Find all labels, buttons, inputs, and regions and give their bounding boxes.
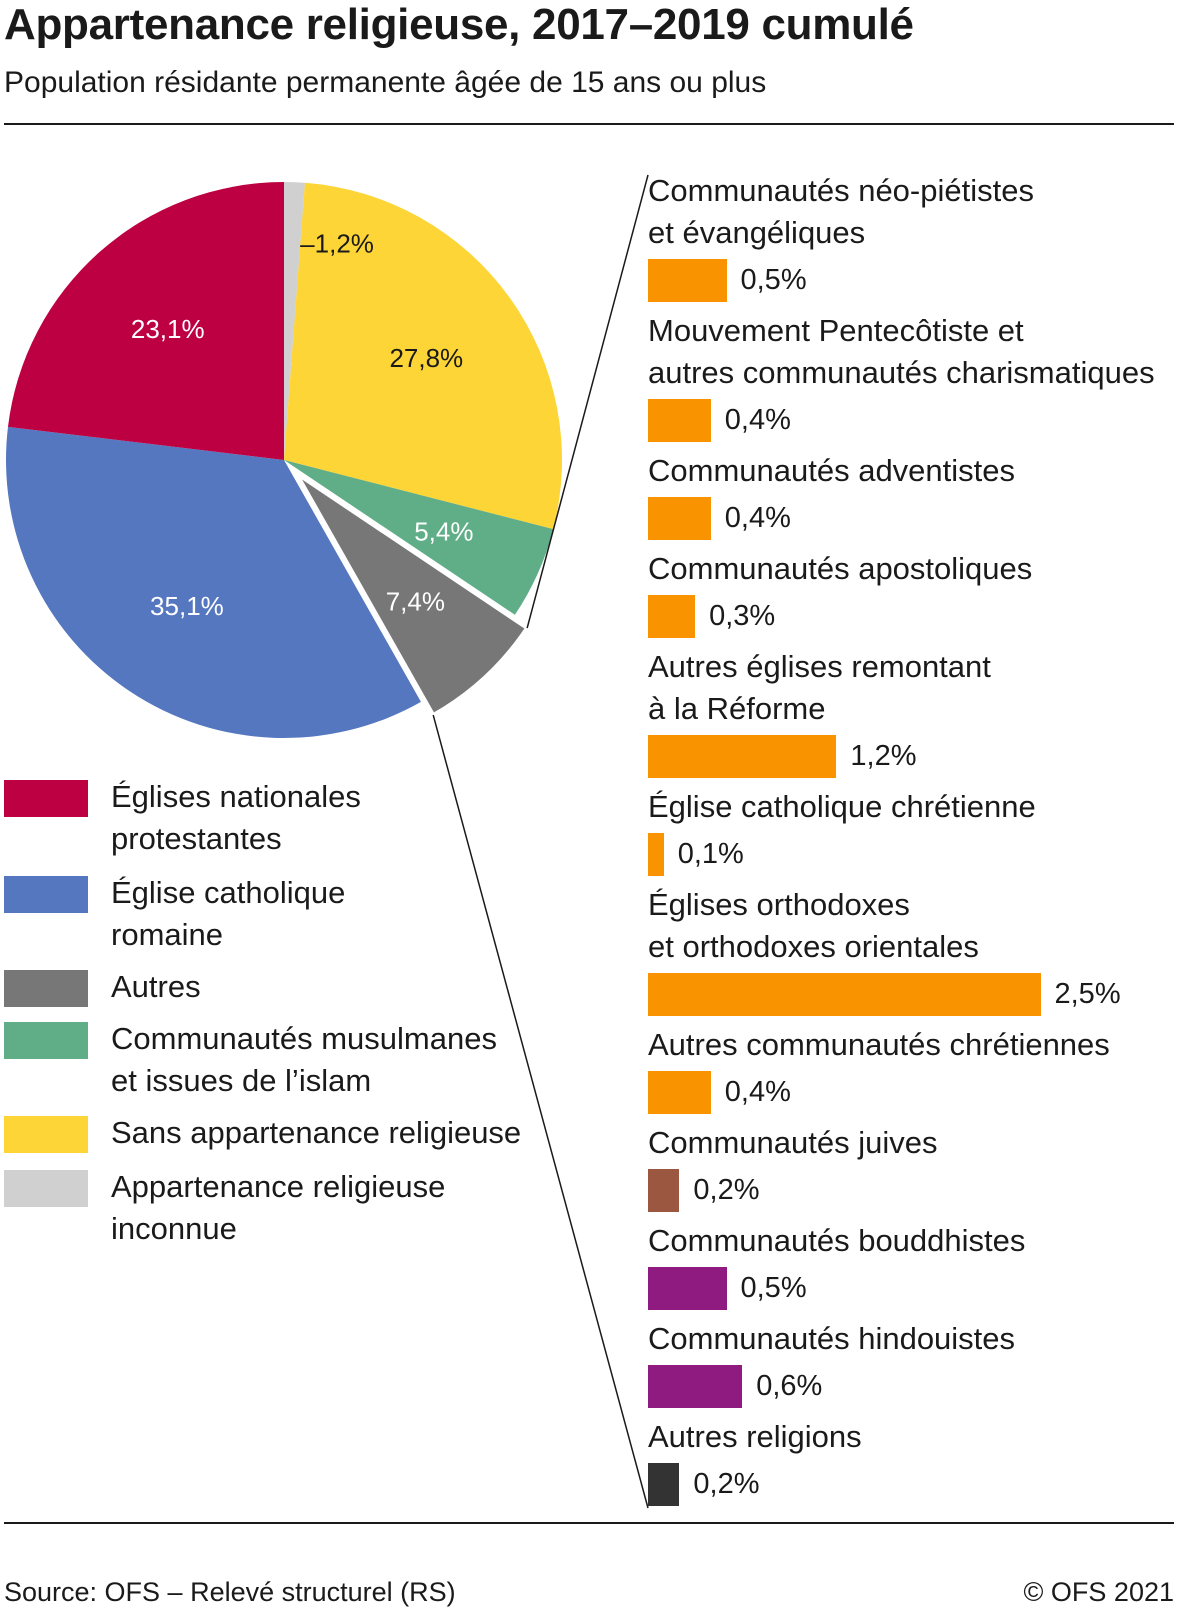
bar-value-label: 0,6% — [756, 1370, 823, 1402]
legend-item: Sans appartenance religieuse — [4, 1115, 564, 1166]
legend-swatch — [4, 1022, 88, 1059]
bar-category-label: Communautés apostoliques — [648, 551, 1033, 586]
legend-label: Église catholique romaine — [111, 875, 346, 952]
pie-label-communautes-musulmanes-et-issues-de-l-islam: 5,4% — [414, 517, 473, 547]
legend-item: Autres — [4, 969, 564, 1020]
bar-value-label: 0,3% — [709, 600, 776, 632]
pie-label-appartenance-religieuse-inconnue: –1,2% — [300, 228, 374, 258]
bar — [648, 973, 1041, 1016]
legend-label: Sans appartenance religieuse — [111, 1115, 522, 1150]
pie-label-sans-appartenance-religieuse: 27,8% — [389, 343, 463, 373]
bar-value-label: 0,2% — [693, 1174, 760, 1206]
bar-value-label: 0,5% — [740, 1272, 807, 1304]
bar-value-label: 0,1% — [677, 838, 744, 870]
connector-line-bottom — [432, 714, 649, 1509]
legend-swatch — [4, 780, 88, 817]
bar — [648, 833, 664, 876]
bar-category-label: Églises orthodoxes et orthodoxes orienta… — [648, 887, 979, 964]
legend-swatch — [4, 876, 88, 913]
pie-slice-eglise-catholique-romaine — [6, 426, 421, 738]
bar-value-label: 0,4% — [724, 404, 791, 436]
bar-value-label: 2,5% — [1054, 978, 1121, 1010]
legend-item: Communautés musulmanes et issues de l’is… — [4, 1021, 564, 1098]
bar — [648, 399, 711, 442]
pie-label-autres: 7,4% — [386, 587, 445, 617]
bar — [648, 497, 711, 540]
pie-labels: –1,2% 27,8% 5,4% 7,4% 35,1% 23,1% — [131, 228, 474, 620]
pie-label-eglises-nationales-protestantes: 23,1% — [131, 314, 205, 344]
bar-category-label: Communautés juives — [648, 1125, 938, 1160]
bar-category-label: Communautés hindouistes — [648, 1321, 1016, 1356]
bar-value-label: 1,2% — [850, 740, 917, 772]
connector-lines — [432, 174, 649, 1509]
connector-line-top — [526, 174, 649, 629]
bottom-rule — [4, 1522, 1174, 1524]
pie-slice-autres — [294, 471, 530, 718]
bar-category-label: Communautés bouddhistes — [648, 1223, 1026, 1258]
legend-item: Appartenance religieuse inconnue — [4, 1169, 564, 1246]
legend-label: Appartenance religieuse inconnue — [111, 1169, 446, 1246]
bar-value-label: 0,2% — [693, 1468, 760, 1500]
pie-slice-appartenance-religieuse-inconnue — [284, 182, 305, 460]
pie-slice-communautes-musulmanes-et-issues-de-l-islam — [284, 460, 554, 615]
pie-slice-sans-appartenance-religieuse — [284, 182, 562, 530]
pie-slice-eglises-nationales-protestantes — [7, 182, 284, 460]
bar — [648, 1169, 680, 1212]
pie-label-eglise-catholique-romaine: 35,1% — [150, 591, 224, 621]
bar-category-label: Mouvement Pentecôtiste et autres communa… — [648, 313, 1155, 390]
copyright-note: © OFS 2021 — [1023, 1577, 1174, 1607]
bar — [648, 1267, 727, 1310]
legend-label: Églises nationales protestantes — [111, 779, 361, 856]
legend-label: Communautés musulmanes et issues de l’is… — [111, 1021, 497, 1098]
bar-category-label: Église catholique chrétienne — [648, 789, 1036, 824]
bar — [648, 259, 727, 302]
bar — [648, 1365, 743, 1408]
legend-swatch — [4, 1170, 88, 1207]
source-note: Source: OFS – Relevé structurel (RS) — [4, 1577, 456, 1607]
bar-category-label: Communautés adventistes — [648, 453, 1016, 488]
bar-value-label: 0,4% — [724, 502, 791, 534]
bar-value-label: 0,4% — [724, 1076, 791, 1108]
bar-category-label: Communautés néo-piétistes et évangélique… — [648, 173, 1034, 250]
legend-item: Église catholique romaine — [4, 875, 564, 952]
bar — [648, 595, 696, 638]
bar — [648, 1463, 680, 1506]
bar-category-label: Autres églises remontant à la Réforme — [648, 649, 991, 726]
bar-value-label: 0,5% — [740, 264, 807, 296]
legend-item: Églises nationales protestantes — [4, 779, 564, 856]
bar-category-label: Autres religions — [648, 1419, 862, 1454]
legend-swatch — [4, 970, 88, 1007]
bar-category-label: Autres communautés chrétiennes — [648, 1027, 1110, 1062]
legend-label: Autres — [111, 969, 201, 1004]
top-rule — [4, 123, 1174, 125]
bar — [648, 735, 837, 778]
chart-title: Appartenance religieuse, 2017–2019 cumul… — [4, 0, 914, 49]
pie-slices — [6, 182, 562, 738]
chart-subtitle: Population résidante permanente âgée de … — [4, 66, 767, 99]
legend-swatch — [4, 1116, 88, 1153]
bar — [648, 1071, 711, 1114]
